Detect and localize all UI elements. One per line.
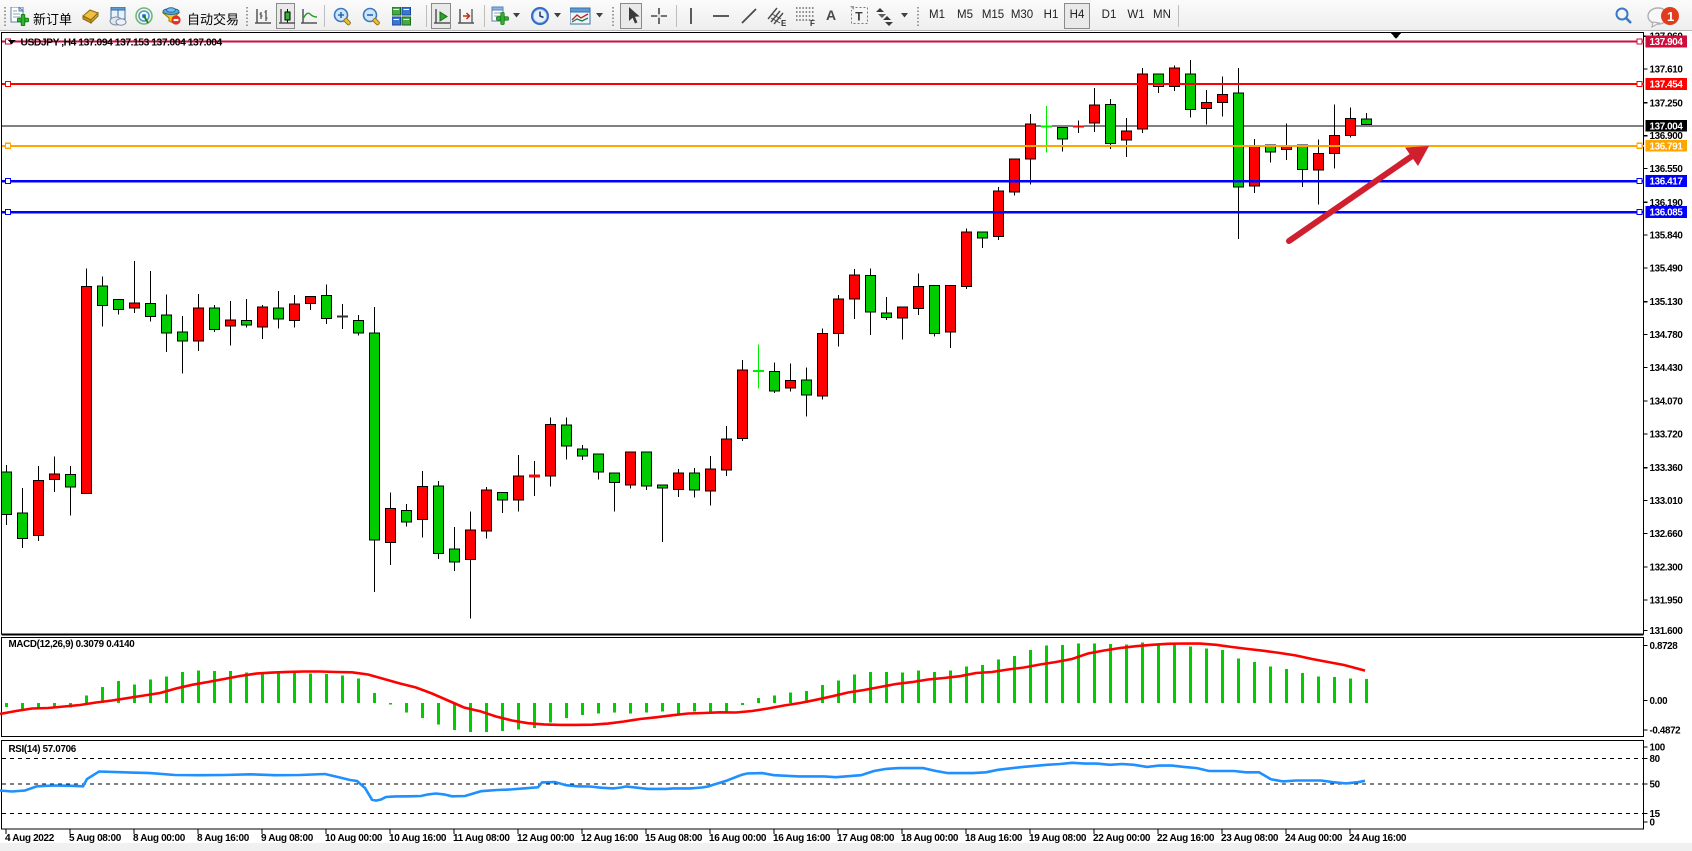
- svg-text:12 Aug 16:00: 12 Aug 16:00: [581, 833, 639, 844]
- svg-text:15 Aug 08:00: 15 Aug 08:00: [645, 833, 703, 844]
- svg-text:0.8728: 0.8728: [1650, 641, 1679, 652]
- svg-text:USDJPY ,H4 137.094 137.153 13: USDJPY ,H4 137.094 137.153 137.004 137.0…: [21, 38, 223, 49]
- svg-text:10 Aug 00:00: 10 Aug 00:00: [325, 833, 383, 844]
- svg-text:131.600: 131.600: [1650, 626, 1684, 637]
- svg-text:T: T: [855, 10, 863, 24]
- svg-text:137.454: 137.454: [1650, 80, 1684, 91]
- svg-text:22 Aug 16:00: 22 Aug 16:00: [1157, 833, 1215, 844]
- svg-text:18 Aug 00:00: 18 Aug 00:00: [901, 833, 959, 844]
- svg-text:132.660: 132.660: [1650, 529, 1684, 540]
- svg-text:137.904: 137.904: [1650, 37, 1684, 48]
- svg-text:100: 100: [1650, 743, 1666, 754]
- svg-text:132.300: 132.300: [1650, 563, 1684, 574]
- svg-text:F: F: [810, 19, 815, 27]
- svg-text:136.550: 136.550: [1650, 164, 1684, 175]
- svg-text:134.070: 134.070: [1650, 397, 1684, 408]
- svg-text:8 Aug 16:00: 8 Aug 16:00: [197, 833, 250, 844]
- svg-text:136.190: 136.190: [1650, 198, 1684, 209]
- svg-text:10 Aug 16:00: 10 Aug 16:00: [389, 833, 447, 844]
- svg-text:134.430: 134.430: [1650, 363, 1684, 374]
- svg-text:4 Aug 2022: 4 Aug 2022: [5, 833, 55, 844]
- svg-text:16 Aug 16:00: 16 Aug 16:00: [773, 833, 831, 844]
- svg-text:9 Aug 08:00: 9 Aug 08:00: [261, 833, 314, 844]
- svg-text:23 Aug 08:00: 23 Aug 08:00: [1221, 833, 1279, 844]
- svg-text:8 Aug 00:00: 8 Aug 00:00: [133, 833, 186, 844]
- svg-text:135.840: 135.840: [1650, 231, 1684, 242]
- svg-text:1: 1: [1667, 9, 1674, 24]
- svg-text:12 Aug 00:00: 12 Aug 00:00: [517, 833, 575, 844]
- svg-text:22 Aug 00:00: 22 Aug 00:00: [1093, 833, 1151, 844]
- svg-text:133.360: 133.360: [1650, 463, 1684, 474]
- svg-text:136.791: 136.791: [1650, 141, 1684, 152]
- svg-text:135.490: 135.490: [1650, 263, 1684, 274]
- svg-text:131.950: 131.950: [1650, 596, 1684, 607]
- svg-text:0: 0: [1650, 818, 1656, 829]
- svg-text:0.00: 0.00: [1650, 696, 1669, 707]
- svg-text:80: 80: [1650, 754, 1661, 765]
- svg-text:11 Aug 08:00: 11 Aug 08:00: [453, 833, 510, 844]
- svg-text:136.900: 136.900: [1650, 131, 1684, 142]
- svg-text:RSI(14) 57.0706: RSI(14) 57.0706: [9, 744, 77, 755]
- svg-text:19 Aug 08:00: 19 Aug 08:00: [1029, 833, 1087, 844]
- svg-text:E: E: [781, 19, 787, 27]
- svg-text:24 Aug 00:00: 24 Aug 00:00: [1285, 833, 1343, 844]
- svg-text:17 Aug 08:00: 17 Aug 08:00: [837, 833, 895, 844]
- svg-text:137.610: 137.610: [1650, 65, 1684, 76]
- svg-text:135.130: 135.130: [1650, 297, 1684, 308]
- svg-text:133.720: 133.720: [1650, 430, 1684, 441]
- svg-text:137.004: 137.004: [1650, 121, 1684, 132]
- svg-text:MACD(12,26,9) 0.3079 0.4140: MACD(12,26,9) 0.3079 0.4140: [9, 639, 136, 650]
- svg-text:134.780: 134.780: [1650, 330, 1684, 341]
- svg-text:15: 15: [1650, 809, 1661, 820]
- svg-text:50: 50: [1650, 780, 1661, 791]
- svg-text:16 Aug 00:00: 16 Aug 00:00: [709, 833, 767, 844]
- svg-text:5 Aug 08:00: 5 Aug 08:00: [69, 833, 122, 844]
- svg-text:18 Aug 16:00: 18 Aug 16:00: [965, 833, 1023, 844]
- svg-text:136.085: 136.085: [1650, 208, 1684, 219]
- svg-text:137.250: 137.250: [1650, 98, 1684, 109]
- svg-text:136.417: 136.417: [1650, 177, 1684, 188]
- svg-text:24 Aug 16:00: 24 Aug 16:00: [1349, 833, 1407, 844]
- svg-text:133.010: 133.010: [1650, 496, 1684, 507]
- svg-text:-0.4872: -0.4872: [1650, 726, 1682, 737]
